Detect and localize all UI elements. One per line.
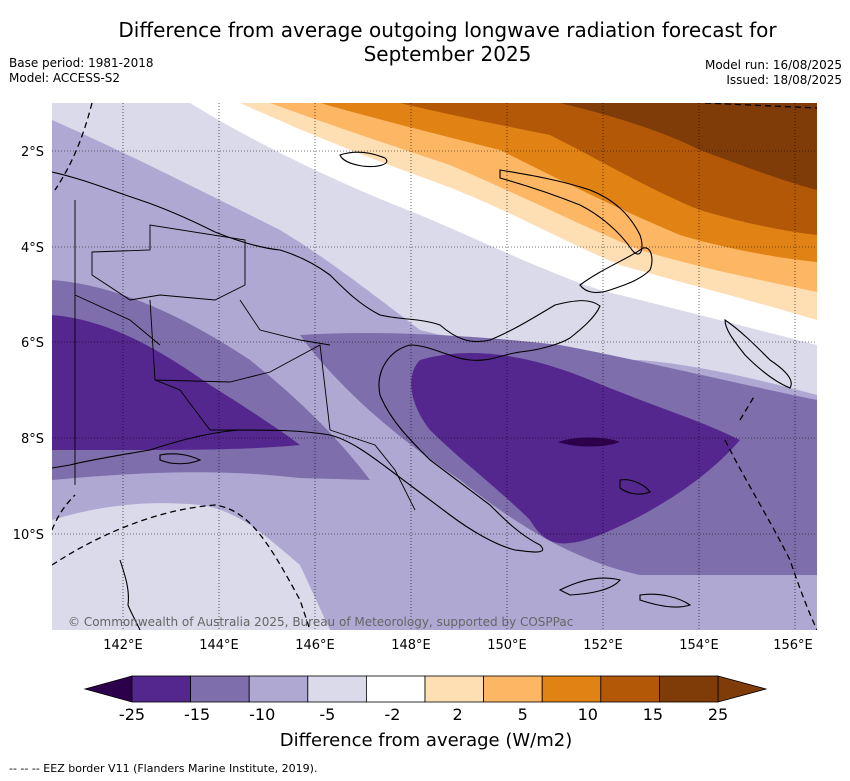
lon-label: 146°E [295,638,335,653]
meta-left: Base period: 1981-2018 Model: ACCESS-S2 [9,56,154,86]
map-title: Difference from average outgoing longwav… [118,18,777,66]
colorbar-segment [424,675,484,703]
colorbar-segment [659,675,719,703]
meta-right: Model run: 16/08/2025 Issued: 18/08/2025 [705,58,842,88]
colorbar-tick-label: 2 [452,705,463,724]
eez-borders [52,103,817,630]
lon-label: 148°E [391,638,431,653]
issued-date: Issued: 18/08/2025 [726,73,842,87]
new-britain-coastline [579,247,653,294]
map-panel: © Commonwealth of Australia 2025, Bureau… [52,103,817,630]
colorbar-segment [190,675,250,703]
anomaly-band-pos25 [560,103,817,190]
graticule [52,103,817,630]
copyright-text: © Commonwealth of Australia 2025, Bureau… [68,615,573,629]
lat-label: 2°S [21,145,44,160]
lat-label: 4°S [21,241,44,256]
anomaly-band-neg25 [558,437,620,447]
colorbar-tick-label: -10 [249,705,276,724]
eez-footnote: -- -- -- EEZ border V11 (Flanders Marine… [9,762,318,775]
model-name: Model: ACCESS-S2 [9,71,121,85]
colorbar-segment [483,675,543,703]
lat-label: 6°S [21,336,44,351]
colorbar-title: Difference from average (W/m2) [279,730,573,751]
colorbar-segment [600,675,660,703]
coastlines [52,151,792,630]
base-period: Base period: 1981-2018 [9,56,154,70]
new-ireland-coastline [499,169,643,255]
colorbar-segment [248,675,309,703]
colorbar-overflow-arrow [717,675,768,703]
colorbar-tick-label: -25 [118,705,146,724]
lat-label: 10°S [13,528,44,543]
anomaly-band-neg15-west [52,315,300,450]
milne-bay-islands [558,479,692,608]
lon-label: 154°E [679,638,719,653]
colorbar-segment [131,675,191,703]
australia-coastline [119,559,141,630]
lon-labels: 142°E 144°E 146°E 148°E 150°E 152°E 154°… [103,638,813,653]
colorbar-tick-label: 15 [642,705,664,724]
colorbar-tick-label: -5 [319,705,336,724]
colorbar-tick-label: 10 [577,705,598,724]
fly-river-islands [159,453,202,465]
colorbar-tick-label: 5 [517,705,528,724]
anomaly-band-neg15-east [411,352,740,544]
lon-label: 150°E [487,638,527,653]
colorbar-segment [541,675,602,703]
bougainville-coastline [724,318,792,389]
colorbar-segment [307,675,367,703]
province-borders [74,200,416,511]
colorbar-segment [365,675,426,703]
manus-coastline [339,151,388,168]
lon-label: 152°E [583,638,623,653]
lat-label: 8°S [21,432,44,447]
lon-label: 156°E [773,638,813,653]
colorbar-tick-label: -2 [384,705,401,724]
lon-label: 142°E [103,638,143,653]
colorbar [83,675,768,703]
colorbar-tick-label: 25 [707,705,729,724]
model-run: Model run: 16/08/2025 [704,58,842,72]
new-guinea-coastline [52,171,601,553]
colorbar-underflow-arrow [83,675,133,703]
colorbar-tick-label: -15 [184,705,211,724]
lon-label: 144°E [199,638,239,653]
lat-labels: 2°S 4°S 6°S 8°S 10°S [13,145,44,543]
